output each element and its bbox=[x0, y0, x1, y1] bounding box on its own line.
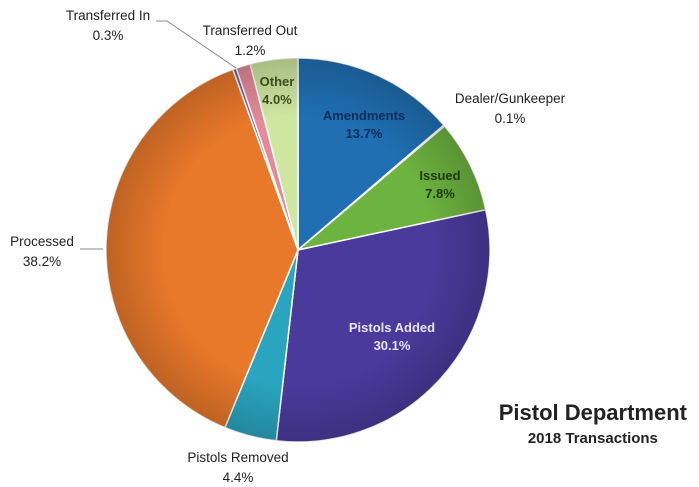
slice-value-pistols-added: 30.1% bbox=[374, 338, 411, 353]
slice-label-amendments: Amendments bbox=[323, 108, 405, 123]
slice-label-issued: Issued bbox=[419, 168, 460, 183]
slice-label-pistols-removed: Pistols Removed bbox=[187, 450, 288, 465]
slice-label-processed: Processed bbox=[10, 234, 74, 249]
slice-value-other: 4.0% bbox=[262, 92, 292, 107]
leader-line-transferred-in bbox=[156, 20, 237, 69]
slice-label-other: Other bbox=[260, 74, 295, 89]
slice-value-issued: 7.8% bbox=[425, 186, 455, 201]
slice-value-dealer-gunkeeper: 0.1% bbox=[495, 111, 526, 126]
slice-value-pistols-removed: 4.4% bbox=[223, 470, 254, 485]
chart-title: Pistol Department bbox=[498, 400, 687, 425]
slice-label-transferred-in: Transferred In bbox=[66, 8, 150, 23]
slice-label-pistols-added: Pistols Added bbox=[349, 320, 435, 335]
slice-value-transferred-out: 1.2% bbox=[235, 43, 266, 58]
slice-label-dealer-gunkeeper: Dealer/Gunkeeper bbox=[455, 91, 566, 106]
slice-value-transferred-in: 0.3% bbox=[93, 28, 124, 43]
slice-label-transferred-out: Transferred Out bbox=[203, 23, 298, 38]
chart-title-block: Pistol Department 2018 Transactions bbox=[499, 400, 687, 447]
slice-value-amendments: 13.7% bbox=[346, 126, 383, 141]
slice-value-processed: 38.2% bbox=[23, 254, 61, 269]
chart-subtitle: 2018 Transactions bbox=[527, 430, 658, 447]
